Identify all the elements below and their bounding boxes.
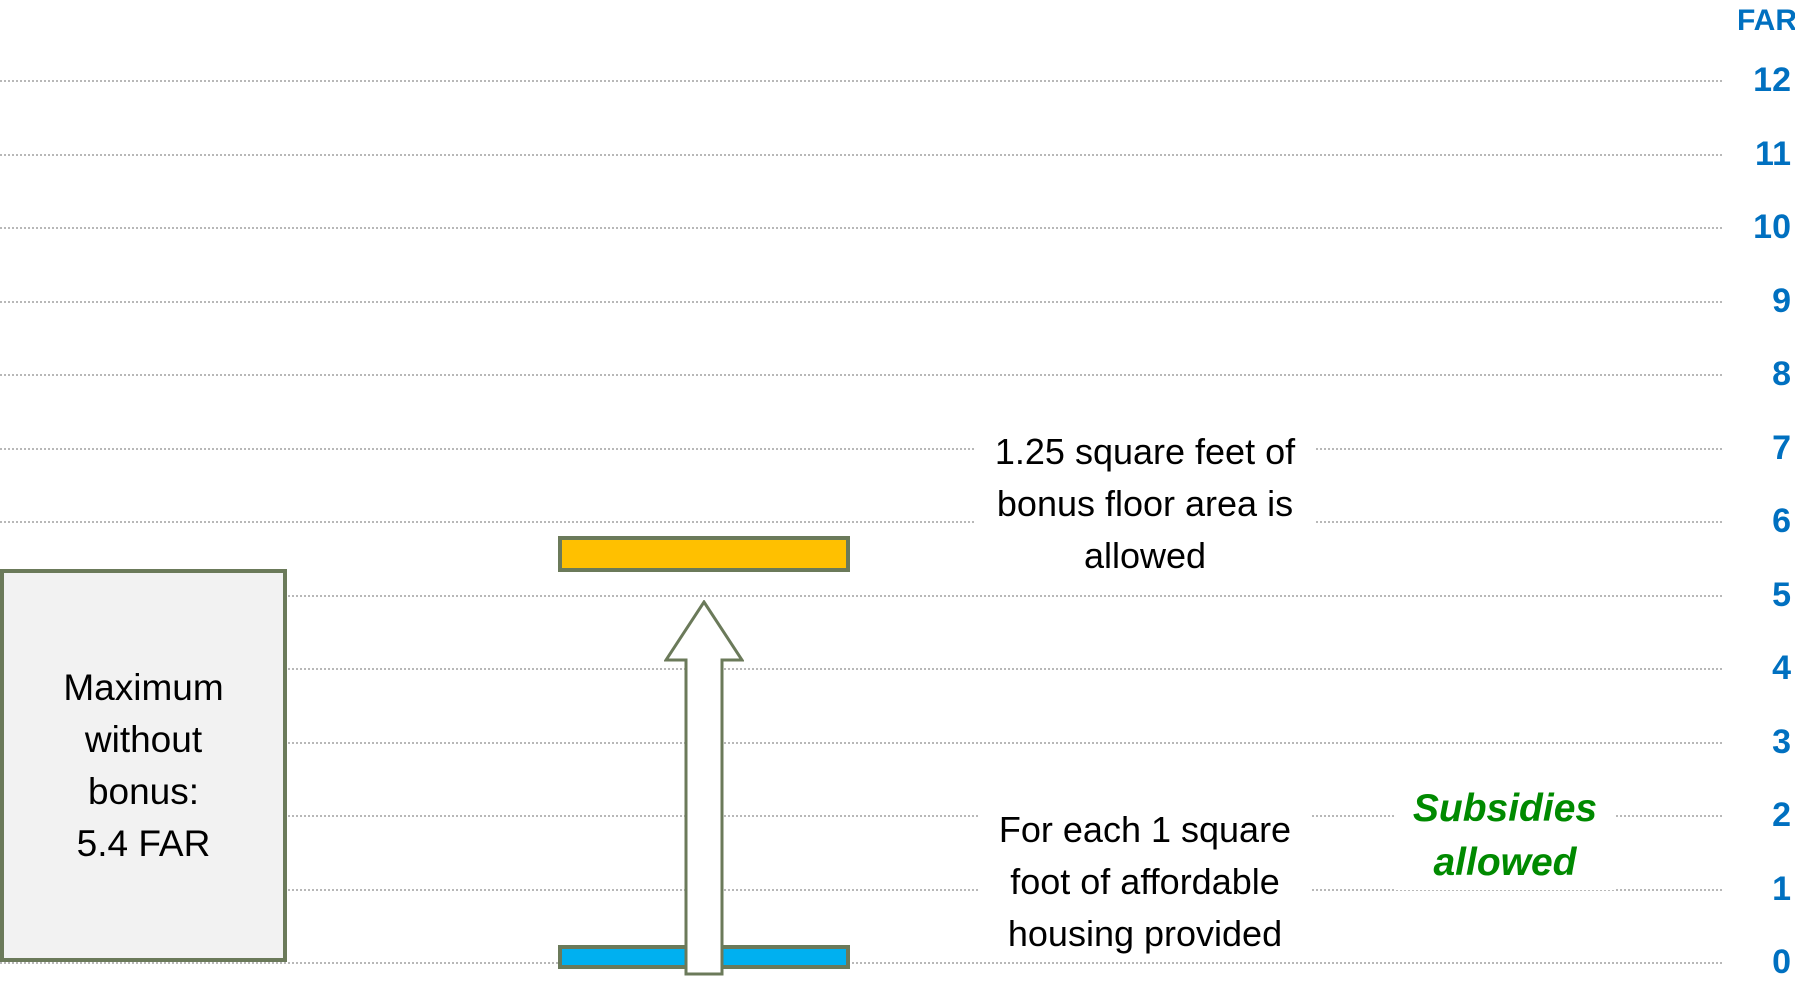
far-tick-label: 3 <box>1772 723 1791 761</box>
gridline-8 <box>0 374 1722 376</box>
gridline-4 <box>0 668 1722 670</box>
far-tick-label: 7 <box>1772 429 1791 467</box>
far-tick-label: 5 <box>1772 576 1791 614</box>
gridline-11 <box>0 154 1722 156</box>
maximum-without-bonus-label: Maximum without bonus: 5.4 FAR <box>63 666 224 864</box>
gridline-5 <box>0 595 1722 597</box>
far-tick-label: 9 <box>1772 282 1791 320</box>
gridline-12 <box>0 80 1722 82</box>
far-axis-title: FAR <box>1737 4 1795 37</box>
subsidies-allowed-text: Subsidies allowed <box>1395 782 1615 890</box>
gridline-0 <box>0 962 1722 964</box>
far-tick-label: 1 <box>1772 870 1791 908</box>
affordable-housing-text: For each 1 square foot of affordable hou… <box>980 804 1310 960</box>
gridline-7 <box>0 448 1722 450</box>
far-tick-label: 10 <box>1753 208 1791 246</box>
bonus-floor-area-text: 1.25 square feet of bonus floor area is … <box>975 426 1315 582</box>
far-tick-label: 0 <box>1772 943 1791 981</box>
far-tick-label: 4 <box>1772 649 1791 687</box>
maximum-without-bonus-box: Maximum without bonus: 5.4 FAR <box>0 569 287 962</box>
up-arrow-icon <box>664 600 744 976</box>
gridline-6 <box>0 521 1722 523</box>
far-tick-label: 8 <box>1772 355 1791 393</box>
gridline-3 <box>0 742 1722 744</box>
far-tick-label: 2 <box>1772 796 1791 834</box>
gridline-10 <box>0 227 1722 229</box>
gridline-9 <box>0 301 1722 303</box>
gridline-1 <box>0 889 1722 891</box>
far-tick-label: 11 <box>1755 135 1791 173</box>
far-tick-label: 12 <box>1753 61 1791 99</box>
bonus-floor-area-bar <box>558 536 850 572</box>
gridline-2 <box>0 815 1722 817</box>
far-tick-label: 6 <box>1772 502 1791 540</box>
